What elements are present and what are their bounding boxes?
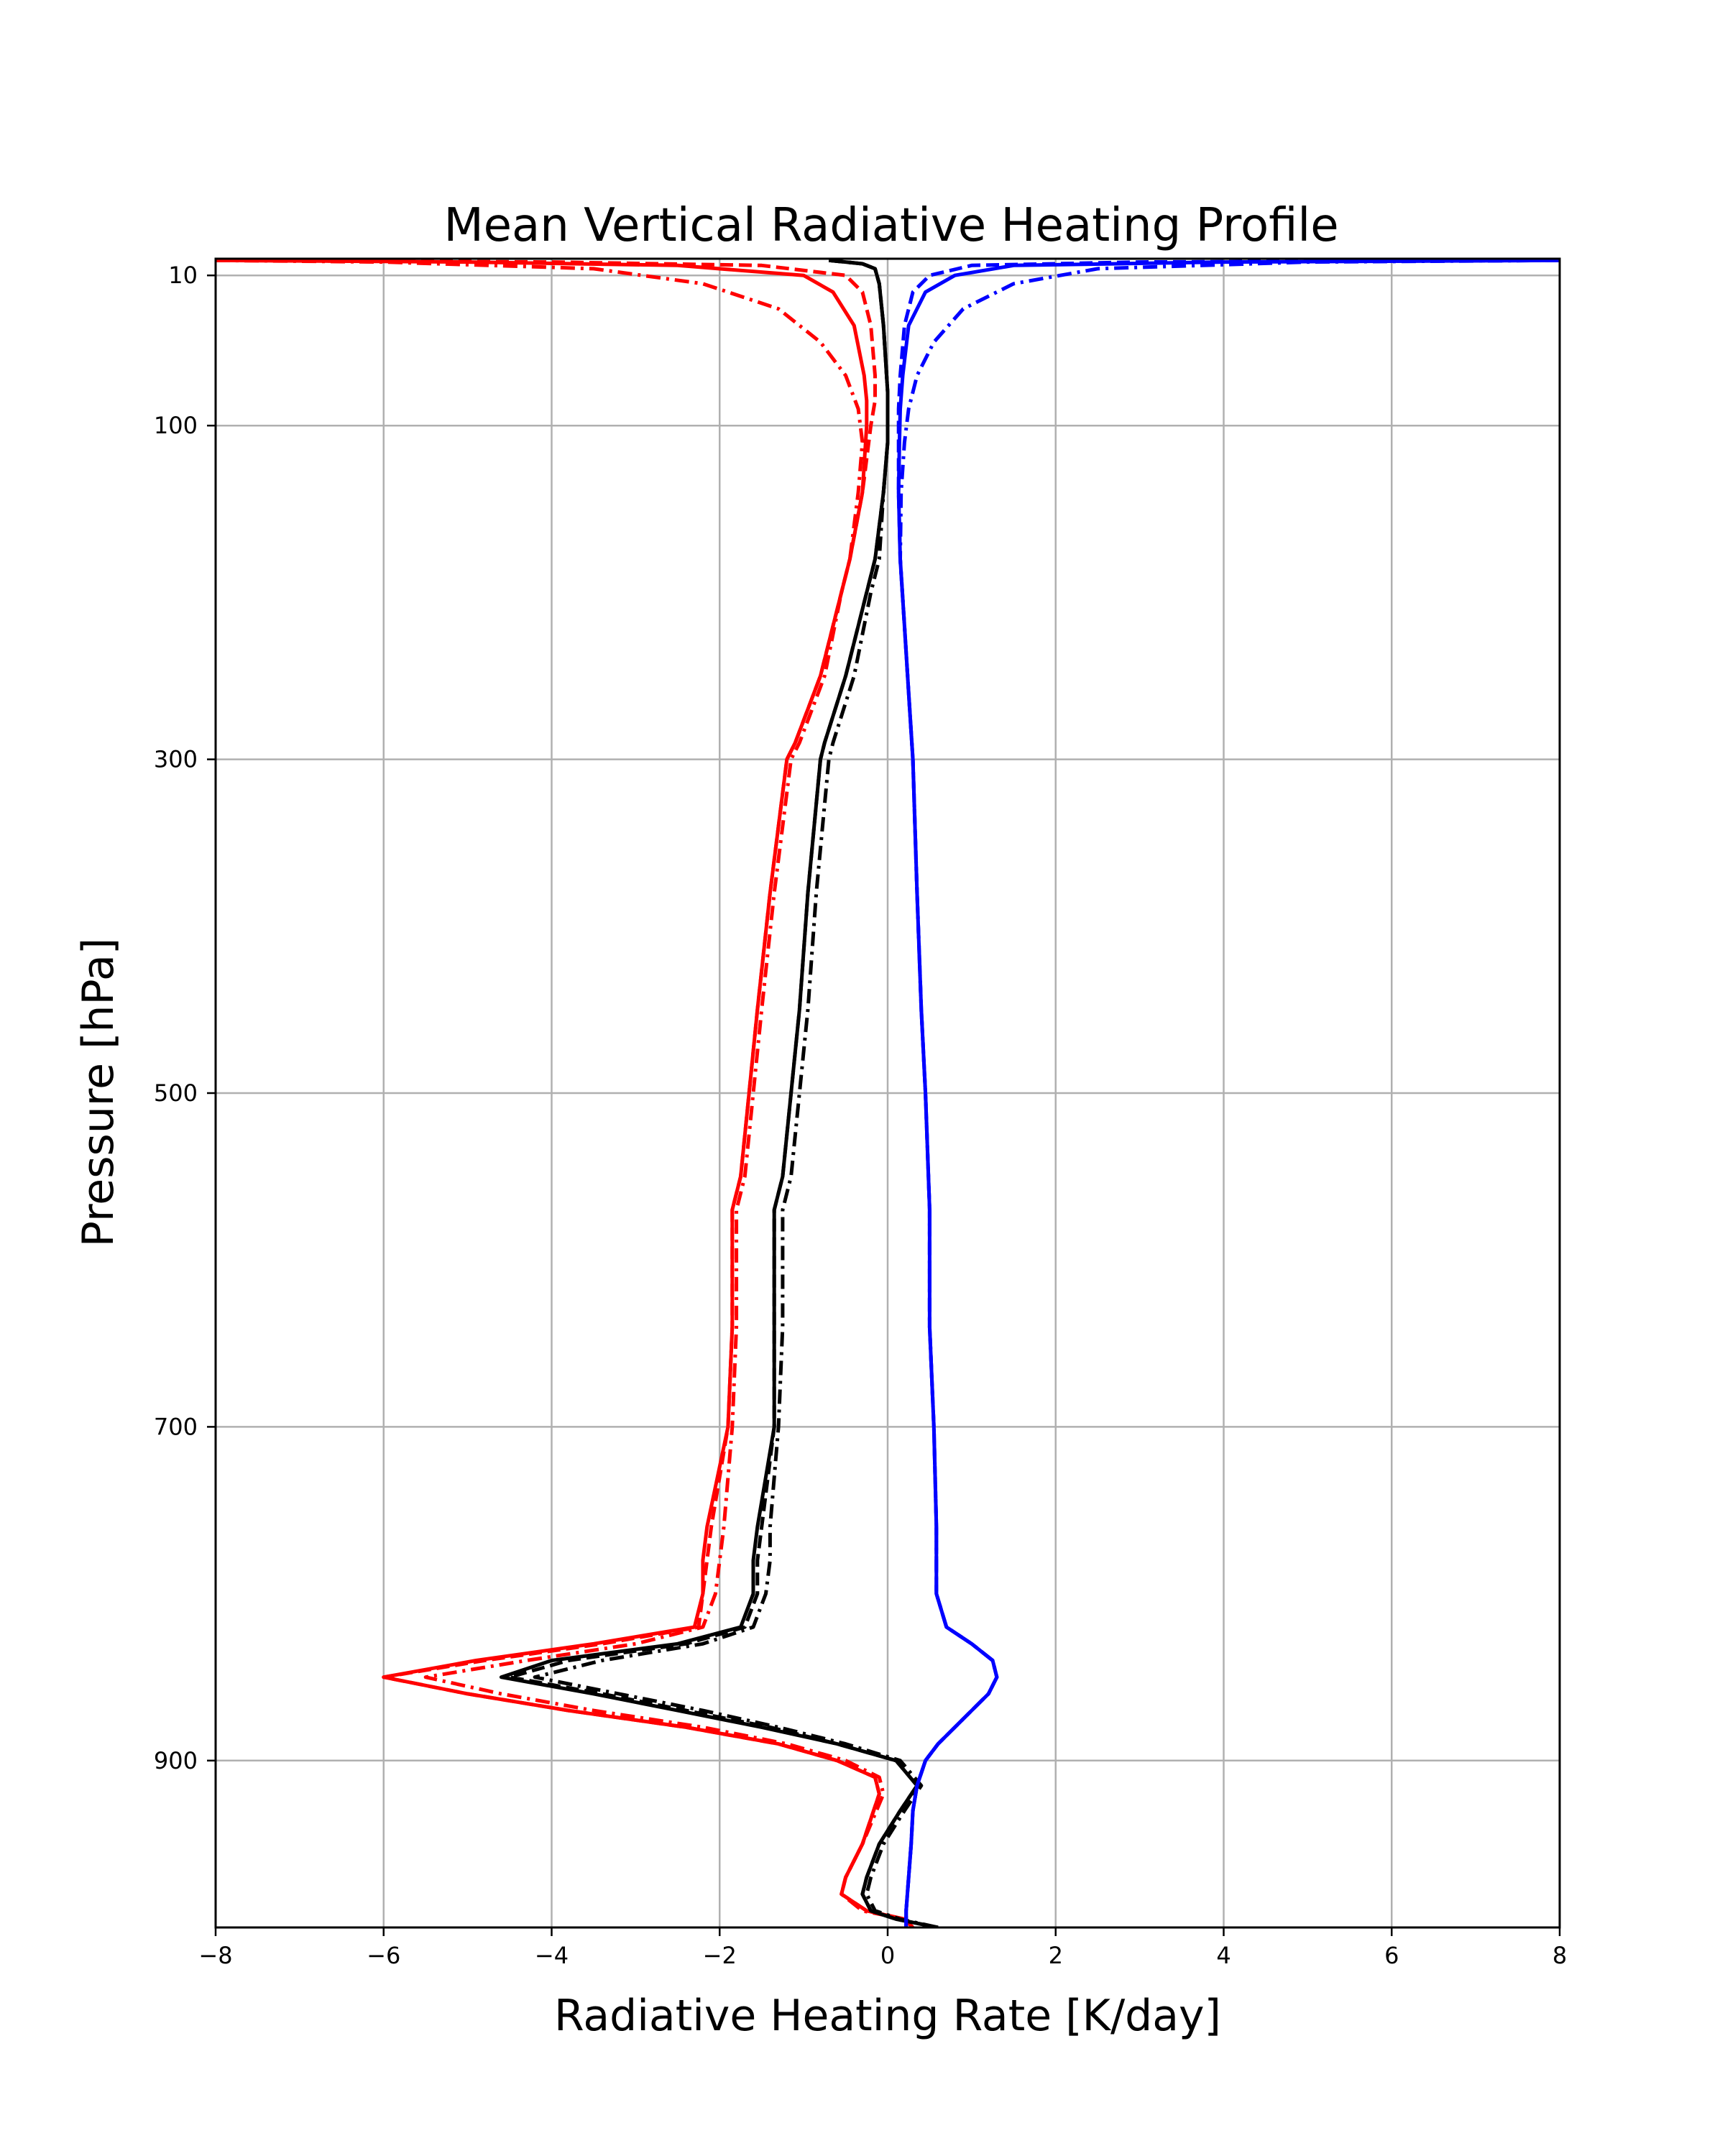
x-tick-label: −6 [367, 1942, 400, 1969]
y-tick-label: 700 [154, 1413, 198, 1440]
series-lines [216, 259, 1560, 1927]
x-tick-label: −4 [535, 1942, 569, 1969]
y-tick-label: 500 [154, 1079, 198, 1107]
y-tick-label: 300 [154, 746, 198, 773]
x-tick-label: −8 [198, 1942, 232, 1969]
x-tick-label: 0 [880, 1942, 895, 1969]
y-axis: 10 100 300 500 700 900 [154, 262, 216, 1774]
series-line-6 [533, 259, 939, 1927]
grid [214, 259, 1561, 1927]
x-tick-label: 4 [1216, 1942, 1230, 1969]
x-tick-label: 2 [1049, 1942, 1063, 1969]
series-line-2 [216, 259, 914, 1927]
x-axis: −8 −6 −4 −2 0 2 4 6 8 [198, 1927, 1567, 1969]
chart-title: Mean Vertical Radiative Heating Profile [443, 199, 1338, 252]
y-tick-label: 100 [154, 412, 198, 439]
x-tick-label: 8 [1552, 1942, 1567, 1969]
y-tick-label: 900 [154, 1747, 198, 1774]
x-tick-label: −2 [703, 1942, 737, 1969]
x-axis-label: Radiative Heating Rate [K/day] [554, 1991, 1221, 2041]
series-line-9 [898, 259, 1560, 1927]
y-tick-label: 10 [168, 262, 198, 289]
y-axis-label: Pressure [hPa] [73, 938, 124, 1247]
x-tick-label: 6 [1384, 1942, 1399, 1969]
series-line-3 [216, 259, 914, 1927]
series-line-5 [507, 259, 939, 1927]
